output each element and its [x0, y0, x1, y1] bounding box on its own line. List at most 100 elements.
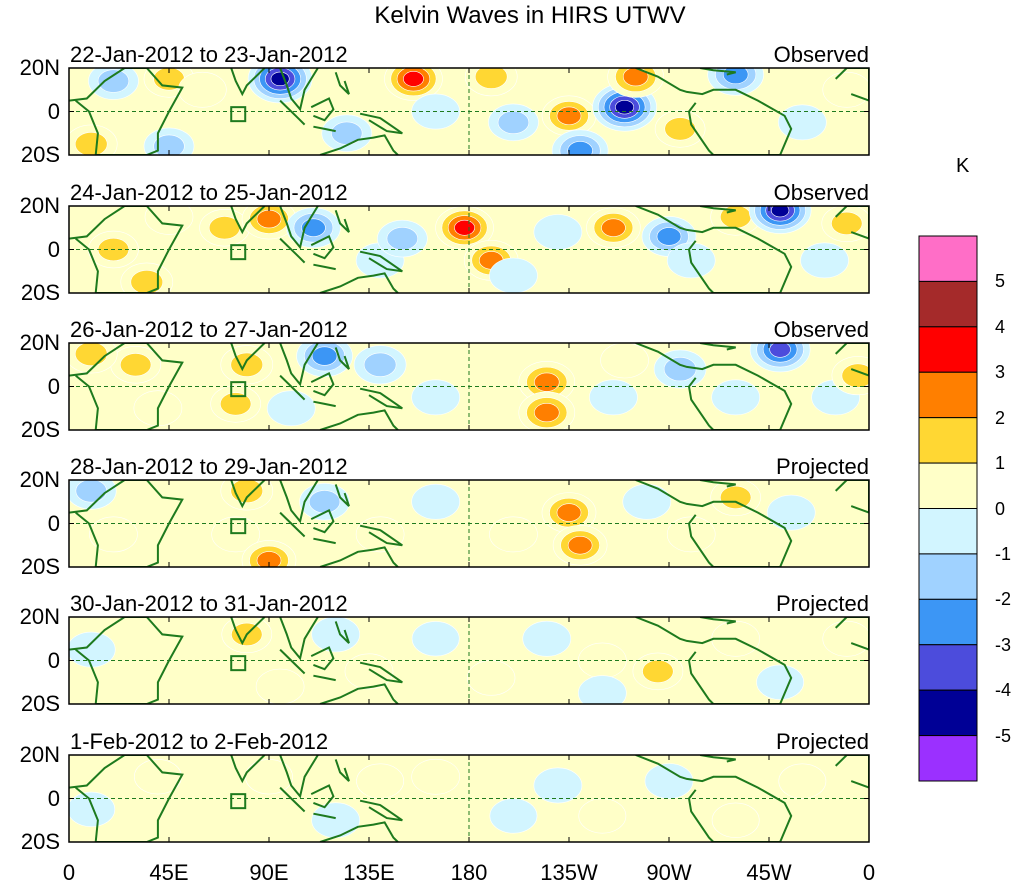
y-tick-label: 20S: [20, 829, 60, 854]
anomaly-blob: [299, 483, 350, 521]
anomaly-blob: [766, 494, 816, 531]
panel-kind: Observed: [773, 317, 869, 342]
y-tick-label: 20S: [20, 691, 60, 716]
coastline: [230, 206, 266, 235]
anomaly-blob: [589, 379, 638, 416]
panel-kind: Projected: [776, 591, 869, 616]
map-panel-3: [68, 342, 870, 431]
colorbar-label: -3: [995, 634, 1012, 655]
y-tick-label: 20N: [19, 330, 60, 355]
map-panel-6: [68, 754, 870, 843]
region-box: [230, 106, 247, 123]
anomaly-blob: [411, 758, 460, 795]
coastline: [834, 68, 869, 102]
anomaly-blob: [464, 68, 518, 97]
colorbar-swatch: [918, 598, 978, 646]
anomaly-blob: [110, 346, 161, 384]
colorbar-swatch: [918, 689, 978, 737]
y-tick-label: 20N: [19, 193, 60, 218]
anomaly-blob: [711, 379, 760, 416]
coastline: [319, 546, 399, 567]
colorbar-label: 4: [995, 316, 1006, 337]
coastline: [699, 343, 736, 351]
coastline: [310, 372, 335, 397]
coastline: [334, 209, 350, 233]
panel-date-range: 30-Jan-2012 to 31-Jan-2012: [70, 591, 348, 616]
coastline: [279, 206, 319, 250]
anomaly-blob: [586, 207, 641, 249]
coastline: [834, 480, 869, 514]
panel-kind: Projected: [776, 729, 869, 754]
anomaly-blob: [632, 652, 684, 691]
coastline: [313, 125, 336, 133]
anomaly-blob: [353, 345, 407, 385]
panel-date-range: 22-Jan-2012 to 23-Jan-2012: [70, 42, 348, 67]
coastline: [279, 99, 306, 126]
anomaly-blob: [69, 791, 116, 827]
colorbar-label: -5: [995, 725, 1012, 746]
colorbar-label: 0: [995, 498, 1006, 519]
y-tick-label: 20S: [20, 554, 60, 579]
x-tick-label: 180: [450, 860, 488, 885]
anomaly-blob: [522, 620, 572, 657]
colorbar-swatch: [918, 371, 978, 419]
coastline: [279, 374, 306, 401]
coastline: [699, 206, 736, 214]
y-tick-label: 20S: [20, 417, 60, 442]
anomaly-blob: [69, 124, 118, 155]
coastline: [359, 250, 403, 273]
anomaly-blob: [411, 379, 460, 416]
coastline: [359, 387, 403, 410]
colorbar-label: 5: [995, 271, 1006, 292]
coastline: [334, 621, 350, 644]
colorbar: [918, 235, 978, 782]
y-tick-label: 0: [47, 785, 60, 811]
anomaly-blob: [533, 214, 583, 251]
region-box: [230, 518, 247, 535]
coastline: [230, 343, 266, 372]
anomaly-blob: [622, 483, 672, 520]
anomaly-blob: [541, 95, 597, 137]
anomaly-blob: [822, 620, 869, 657]
anomaly-blob: [653, 349, 707, 389]
coastline: [635, 755, 793, 842]
coastline: [230, 755, 266, 784]
anomaly-blob: [578, 675, 627, 704]
anomaly-blob: [356, 763, 405, 799]
coastline: [230, 617, 266, 646]
coastline: [359, 524, 403, 547]
y-tick-label: 20N: [19, 742, 60, 767]
colorbar-swatch: [918, 462, 978, 510]
coastline: [279, 511, 306, 538]
coastline: [230, 68, 266, 97]
x-tick-label: 45E: [149, 860, 189, 885]
panel-kind: Observed: [773, 180, 869, 205]
coastline: [334, 759, 350, 782]
coastline: [699, 755, 736, 763]
colorbar-swatch: [918, 644, 978, 691]
panel-kind: Observed: [773, 42, 869, 67]
coastline: [310, 509, 335, 534]
y-tick-label: 0: [47, 647, 60, 673]
anomaly-blob: [311, 802, 360, 839]
map-panel-2: [68, 205, 870, 294]
colorbar-swatch: [918, 235, 978, 282]
coastline: [359, 112, 403, 135]
coastline: [834, 343, 869, 377]
map-panel-5: [68, 616, 870, 705]
coastline: [310, 784, 335, 809]
anomaly-blob: [518, 391, 576, 430]
colorbar-swatch: [918, 735, 978, 782]
anomaly-blob: [644, 763, 694, 800]
coastline: [834, 755, 869, 789]
anomaly-blob: [89, 516, 138, 553]
y-tick-label: 20S: [20, 280, 60, 305]
coastline: [319, 409, 399, 430]
colorbar-label: -4: [995, 680, 1012, 701]
coastline: [635, 206, 793, 293]
coastline: [834, 206, 869, 240]
coastline: [319, 821, 399, 842]
colorbar-label: 2: [995, 407, 1006, 428]
panel-date-range: 28-Jan-2012 to 29-Jan-2012: [70, 454, 348, 479]
anomaly-blob: [756, 664, 805, 700]
